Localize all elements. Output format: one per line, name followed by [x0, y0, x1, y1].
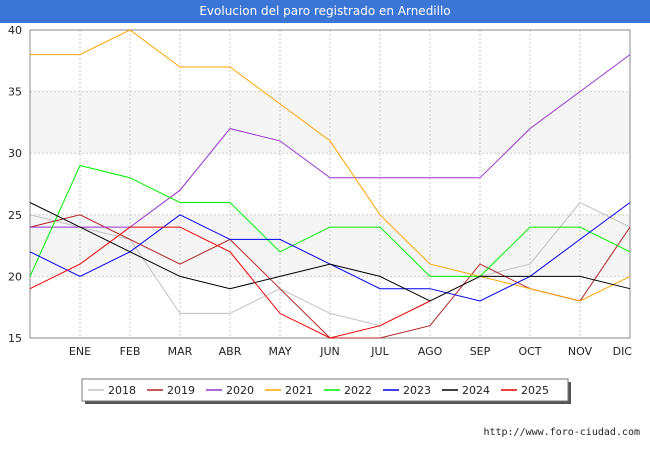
x-tick-label: FEB	[120, 345, 141, 358]
y-tick-label: 15	[8, 332, 22, 345]
x-tick-label: SEP	[470, 345, 491, 358]
legend-label-2020: 2020	[226, 384, 254, 397]
y-axis-ticks: 15 20 25 30 35 40	[8, 24, 22, 345]
x-tick-label: JUL	[370, 345, 389, 358]
x-tick-label: MAR	[168, 345, 193, 358]
grid-lines	[30, 29, 630, 339]
series-line-2018	[479, 201, 631, 277]
x-tick-label: DIC	[613, 345, 633, 358]
series-lines	[29, 29, 631, 339]
x-tick-label: ABR	[219, 345, 242, 358]
x-axis-ticks: ENE FEB MAR ABR MAY JUN JUL AGO SEP OCT NOV DIC	[69, 345, 632, 358]
x-tick-label: NOV	[568, 345, 593, 358]
series-line-2021	[30, 29, 631, 302]
legend-label-2022: 2022	[344, 384, 372, 397]
y-tick-label: 30	[8, 147, 22, 160]
x-tick-label: ENE	[69, 345, 91, 358]
y-tick-label: 35	[8, 86, 22, 99]
x-tick-label: MAY	[269, 345, 292, 358]
legend-label-2019: 2019	[167, 384, 195, 397]
series-line-2022	[29, 164, 631, 277]
legend-label-2025: 2025	[521, 384, 549, 397]
title-bar	[0, 0, 650, 23]
source-credit[interactable]: http://www.foro-ciudad.com	[483, 427, 640, 438]
series-line-2018	[29, 214, 381, 327]
x-tick-label: OCT	[518, 345, 541, 358]
y-tick-label: 20	[8, 270, 22, 283]
series-line-2024	[29, 202, 631, 302]
legend-label-2024: 2024	[462, 384, 490, 397]
chart-title: Evolucion del paro registrado en Arnedil…	[199, 4, 451, 18]
legend-label-2018: 2018	[108, 384, 136, 397]
y-tick-label: 25	[8, 209, 22, 222]
x-tick-label: AGO	[418, 345, 443, 358]
legend-label-2021: 2021	[285, 384, 313, 397]
legend: 2018 2019 2020 2021 2022 2023 2024 2025	[81, 378, 571, 404]
legend-label-2023: 2023	[403, 384, 431, 397]
x-tick-label: JUN	[319, 345, 340, 358]
series-line-2025	[29, 226, 431, 339]
y-tick-label: 40	[8, 24, 22, 37]
